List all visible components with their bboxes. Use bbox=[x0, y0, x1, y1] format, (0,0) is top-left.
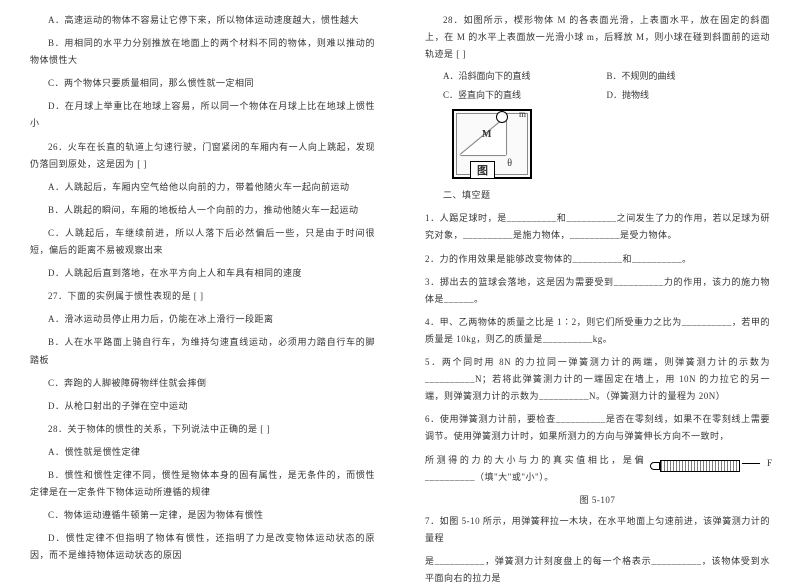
fill-q6a: 6．使用弹簧测力计前，要检查__________是否在零刻线，如果不在零刻线上需… bbox=[425, 411, 770, 445]
spring-handle-icon bbox=[650, 462, 660, 470]
q26-opt-D: D．人跳起后直到落地，在水平方向上人和车具有相同的速度 bbox=[30, 265, 375, 282]
fill-q7a: 7．如图 5-10 所示，用弹簧秤拉一木块，在水平地面上匀速前进，该弹簧测力计的… bbox=[425, 513, 770, 547]
q28-opt-C: C．物体运动遵循牛顿第一定律，是因为物体有惯性 bbox=[30, 507, 375, 524]
force-arrow-label: F bbox=[767, 458, 772, 468]
q28-opt-D: D．惯性定律不但指明了物体有惯性，还指明了力是改变物体运动状态的原因，而不是维持… bbox=[30, 530, 375, 564]
fill-q7b: 是__________，弹簧测力计刻度盘上的每一个格表示__________，该… bbox=[425, 553, 770, 587]
fill-q2: 2．力的作用效果是能够改变物体的__________和__________。 bbox=[425, 251, 770, 268]
q28-stem: 28．关于物体的惯性的关系，下列说法中正确的是 [ ] bbox=[30, 421, 375, 438]
q25-opt-C: C．两个物体只要质量相同，那么惯性就一定相同 bbox=[30, 75, 375, 92]
q25-opt-A: A．高速运动的物体不容易让它停下来，所以物体运动速度越大，惯性越大 bbox=[30, 12, 375, 29]
q28-opt-B: B．惯性和惯性定律不同，惯性是物体本身的固有属性，是无条件的，而惯性定律是在一定… bbox=[30, 467, 375, 501]
q28b-opt-A: A．沿斜面向下的直线 bbox=[443, 69, 607, 82]
label-theta: θ bbox=[507, 158, 512, 169]
q27-stem: 27．下面的实例属于惯性表现的是 [ ] bbox=[30, 288, 375, 305]
q27-opt-D: D．从枪口射出的子弹在空中运动 bbox=[30, 398, 375, 415]
label-big-M: M bbox=[482, 129, 491, 140]
q26-opt-A: A．人跳起后，车厢内空气给他以向前的力，带着他随火车一起向前运动 bbox=[30, 179, 375, 196]
section-title-fill: 二、填空题 bbox=[443, 187, 770, 204]
figure-5-107-caption: 图 5-107 bbox=[425, 492, 770, 509]
fill-q1: 1．人踢足球时，是__________和__________之间发生了力的作用，… bbox=[425, 210, 770, 244]
q27-opt-A: A．滑冰运动员停止用力后，仍能在冰上滑行一段距离 bbox=[30, 311, 375, 328]
fill-q5: 5．两个同时用 8N 的力拉同一弹簧测力计的两端，则弹簧测力计的示数为_____… bbox=[425, 354, 770, 405]
q26-stem: 26．火车在长直的轨道上匀速行驶，门窗紧闭的车厢内有一人向上跳起，发现仍落回到原… bbox=[30, 139, 375, 173]
spring-scale-figure: F bbox=[650, 454, 770, 482]
spring-scale-body bbox=[660, 460, 740, 472]
diagram-caption-inline: 图 bbox=[470, 161, 495, 179]
q28b-opt-B: B．不规则的曲线 bbox=[607, 69, 771, 82]
q28b-opts-row2: C．竖直向下的直线 D．抛物线 bbox=[425, 88, 770, 101]
q26-opt-C: C．人跳起后，车继续前进，所以人落下后必然偏后一些，只是由于时间很短，偏后的距离… bbox=[30, 225, 375, 259]
q26-opt-B: B．人跳起的瞬间，车厢的地板给人一个向前的力，推动他随火车一起运动 bbox=[30, 202, 375, 219]
q27-opt-B: B．人在水平路面上骑自行车，为维持匀速直线运动，必须用力踏自行车的脚踏板 bbox=[30, 334, 375, 368]
wedge-diagram: m M θ 图 bbox=[452, 109, 532, 179]
q27-opt-C: C．奔跑的人脚被障碍物绊住就会摔倒 bbox=[30, 375, 375, 392]
fill-q4: 4．甲、乙两物体的质量之比是 1∶2，则它们所受重力之比为__________，… bbox=[425, 314, 770, 348]
fill-q3: 3．掷出去的篮球会落地，这是因为需要受到__________力的作用，该力的施力… bbox=[425, 274, 770, 308]
q25-opt-B: B．用相同的水平力分别推放在地面上的两个材料不同的物体，则难以推动的物体惯性大 bbox=[30, 35, 375, 69]
label-m: m bbox=[519, 109, 526, 119]
q28b-opt-C: C．竖直向下的直线 bbox=[443, 88, 607, 101]
q28-opt-A: A．惯性就是惯性定律 bbox=[30, 444, 375, 461]
q25-opt-D: D．在月球上举重比在地球上容易，所以同一个物体在月球上比在地球上惯性小 bbox=[30, 98, 375, 132]
spring-hook-icon bbox=[742, 463, 760, 469]
q28b-opt-D: D．抛物线 bbox=[607, 88, 771, 101]
q28b-opts-row1: A．沿斜面向下的直线 B．不规则的曲线 bbox=[425, 69, 770, 82]
q28b-stem: 28．如图所示，楔形物体 M 的各表面光滑，上表面水平，放在固定的斜面上，在 M… bbox=[425, 12, 770, 63]
